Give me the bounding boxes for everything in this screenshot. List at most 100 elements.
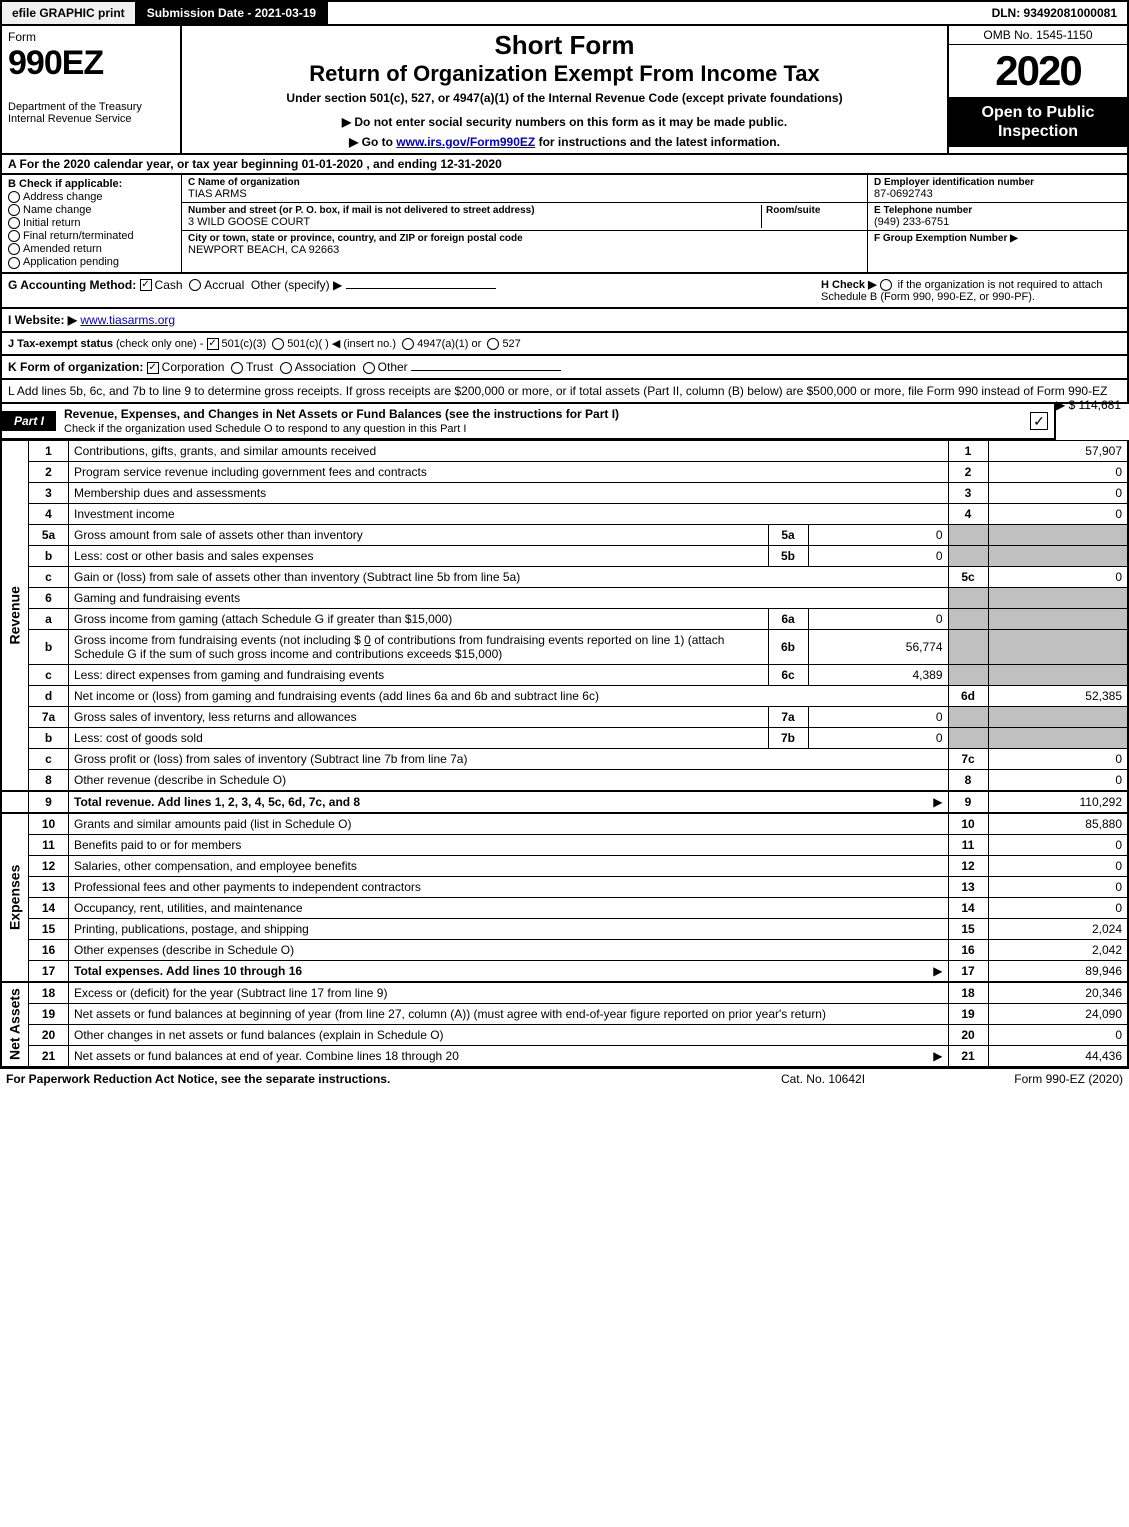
line-desc: Salaries, other compensation, and employ… [74, 859, 357, 873]
line-num: 15 [29, 918, 69, 939]
part1-subtitle: Check if the organization used Schedule … [64, 423, 466, 435]
line-num: 8 [29, 769, 69, 791]
goto-post: for instructions and the latest informat… [535, 135, 780, 149]
page-footer: For Paperwork Reduction Act Notice, see … [0, 1068, 1129, 1089]
line-desc: Gross income from gaming (attach Schedul… [74, 612, 452, 626]
line-rnum: 13 [948, 876, 988, 897]
line-rnum: 8 [948, 769, 988, 791]
application-pending-radio[interactable] [8, 257, 20, 269]
sub-line-value: 0 [808, 524, 948, 545]
line-5c: c Gain or (loss) from sale of assets oth… [1, 566, 1128, 587]
line-rnum: 16 [948, 939, 988, 960]
501c3-checkbox[interactable] [207, 338, 219, 350]
irs-link[interactable]: www.irs.gov/Form990EZ [396, 135, 535, 149]
501c3-label: 501(c)(3) [222, 338, 267, 350]
501c-radio[interactable] [272, 338, 284, 350]
final-return-radio[interactable] [8, 230, 20, 242]
sub-line-value: 0 [808, 706, 948, 727]
line-value: 0 [988, 461, 1128, 482]
line-num: 19 [29, 1003, 69, 1024]
telephone-label: E Telephone number [874, 205, 1121, 216]
shade-cell [948, 706, 988, 727]
sub-line-num: 5a [768, 524, 808, 545]
4947-radio[interactable] [402, 338, 414, 350]
row-a-tax-year: A For the 2020 calendar year, or tax yea… [0, 155, 1129, 175]
line-value: 2,042 [988, 939, 1128, 960]
line-rnum: 7c [948, 748, 988, 769]
sub-line-value: 0 [808, 608, 948, 629]
amended-return-radio[interactable] [8, 243, 20, 255]
website-link[interactable]: www.tiasarms.org [80, 313, 175, 327]
shade-cell [948, 608, 988, 629]
line-value: 24,090 [988, 1003, 1128, 1024]
line-desc: Other revenue (describe in Schedule O) [74, 773, 286, 787]
shade-cell [988, 587, 1128, 608]
h-radio[interactable] [880, 279, 892, 291]
line-num: c [29, 748, 69, 769]
room-label: Room/suite [766, 205, 861, 216]
col-b-header: B Check if applicable: [8, 178, 175, 190]
line-num: 10 [29, 813, 69, 835]
arrow-icon: ▶ [933, 1049, 942, 1063]
other-specify-input[interactable] [346, 288, 496, 289]
cash-checkbox[interactable] [140, 279, 152, 291]
line-desc: Membership dues and assessments [74, 486, 266, 500]
527-radio[interactable] [487, 338, 499, 350]
line-desc: Total revenue. Add lines 1, 2, 3, 4, 5c,… [74, 795, 360, 809]
line-desc: Program service revenue including govern… [74, 465, 427, 479]
name-change-label: Name change [23, 204, 92, 216]
ein-value: 87-0692743 [874, 188, 1121, 200]
initial-return-radio[interactable] [8, 217, 20, 229]
part1-schedule-o-checkbox[interactable]: ✓ [1030, 412, 1048, 430]
address-change-radio[interactable] [8, 191, 20, 203]
other-org-radio[interactable] [363, 362, 375, 374]
shade-cell [988, 524, 1128, 545]
line-value: 44,436 [988, 1045, 1128, 1067]
line-value: 89,946 [988, 960, 1128, 982]
address-change-label: Address change [23, 191, 103, 203]
shade-cell [988, 706, 1128, 727]
line-19: 19 Net assets or fund balances at beginn… [1, 1003, 1128, 1024]
corporation-checkbox[interactable] [147, 362, 159, 374]
line-num: 1 [29, 440, 69, 461]
line-rnum: 17 [948, 960, 988, 982]
efile-print-button[interactable]: efile GRAPHIC print [2, 2, 137, 24]
catalog-number: Cat. No. 10642I [723, 1072, 923, 1086]
shade-cell [948, 727, 988, 748]
other-org-input[interactable] [411, 370, 561, 371]
form-ref: Form 990-EZ (2020) [923, 1072, 1123, 1086]
top-bar: efile GRAPHIC print Submission Date - 20… [0, 0, 1129, 26]
line-value: 2,024 [988, 918, 1128, 939]
line-5a: 5a Gross amount from sale of assets othe… [1, 524, 1128, 545]
name-change-radio[interactable] [8, 204, 20, 216]
line-6b: b Gross income from fundraising events (… [1, 629, 1128, 664]
sub-line-num: 5b [768, 545, 808, 566]
entity-block: B Check if applicable: Address change Na… [0, 175, 1129, 274]
line-17: 17 Total expenses. Add lines 10 through … [1, 960, 1128, 982]
trust-radio[interactable] [231, 362, 243, 374]
col-c-org-info: C Name of organization TIAS ARMS Number … [182, 175, 867, 272]
street-address: 3 WILD GOOSE COURT [188, 216, 761, 228]
accrual-radio[interactable] [189, 279, 201, 291]
line-desc: Less: cost of goods sold [74, 731, 203, 745]
part1-lines-table: Revenue 1 Contributions, gifts, grants, … [0, 440, 1129, 1068]
line-rnum: 6d [948, 685, 988, 706]
line-5b: b Less: cost or other basis and sales ex… [1, 545, 1128, 566]
association-radio[interactable] [280, 362, 292, 374]
line-rnum: 18 [948, 982, 988, 1004]
form-header: Form 990EZ Department of the Treasury In… [0, 26, 1129, 155]
line-value: 57,907 [988, 440, 1128, 461]
col-b-checkboxes: B Check if applicable: Address change Na… [2, 175, 182, 272]
form-title-block: Short Form Return of Organization Exempt… [182, 26, 947, 153]
shade-cell [988, 629, 1128, 664]
line-rnum: 9 [948, 791, 988, 813]
line-desc: Other changes in net assets or fund bala… [74, 1028, 444, 1042]
line-desc: Gross sales of inventory, less returns a… [74, 710, 357, 724]
line-num: b [29, 629, 69, 664]
line-num: 7a [29, 706, 69, 727]
line-desc: Other expenses (describe in Schedule O) [74, 943, 294, 957]
form-word: Form [8, 30, 174, 44]
netassets-side-label: Net Assets [1, 982, 29, 1067]
line-10: Expenses 10 Grants and similar amounts p… [1, 813, 1128, 835]
submission-date-label: Submission Date - 2021-03-19 [137, 2, 328, 24]
